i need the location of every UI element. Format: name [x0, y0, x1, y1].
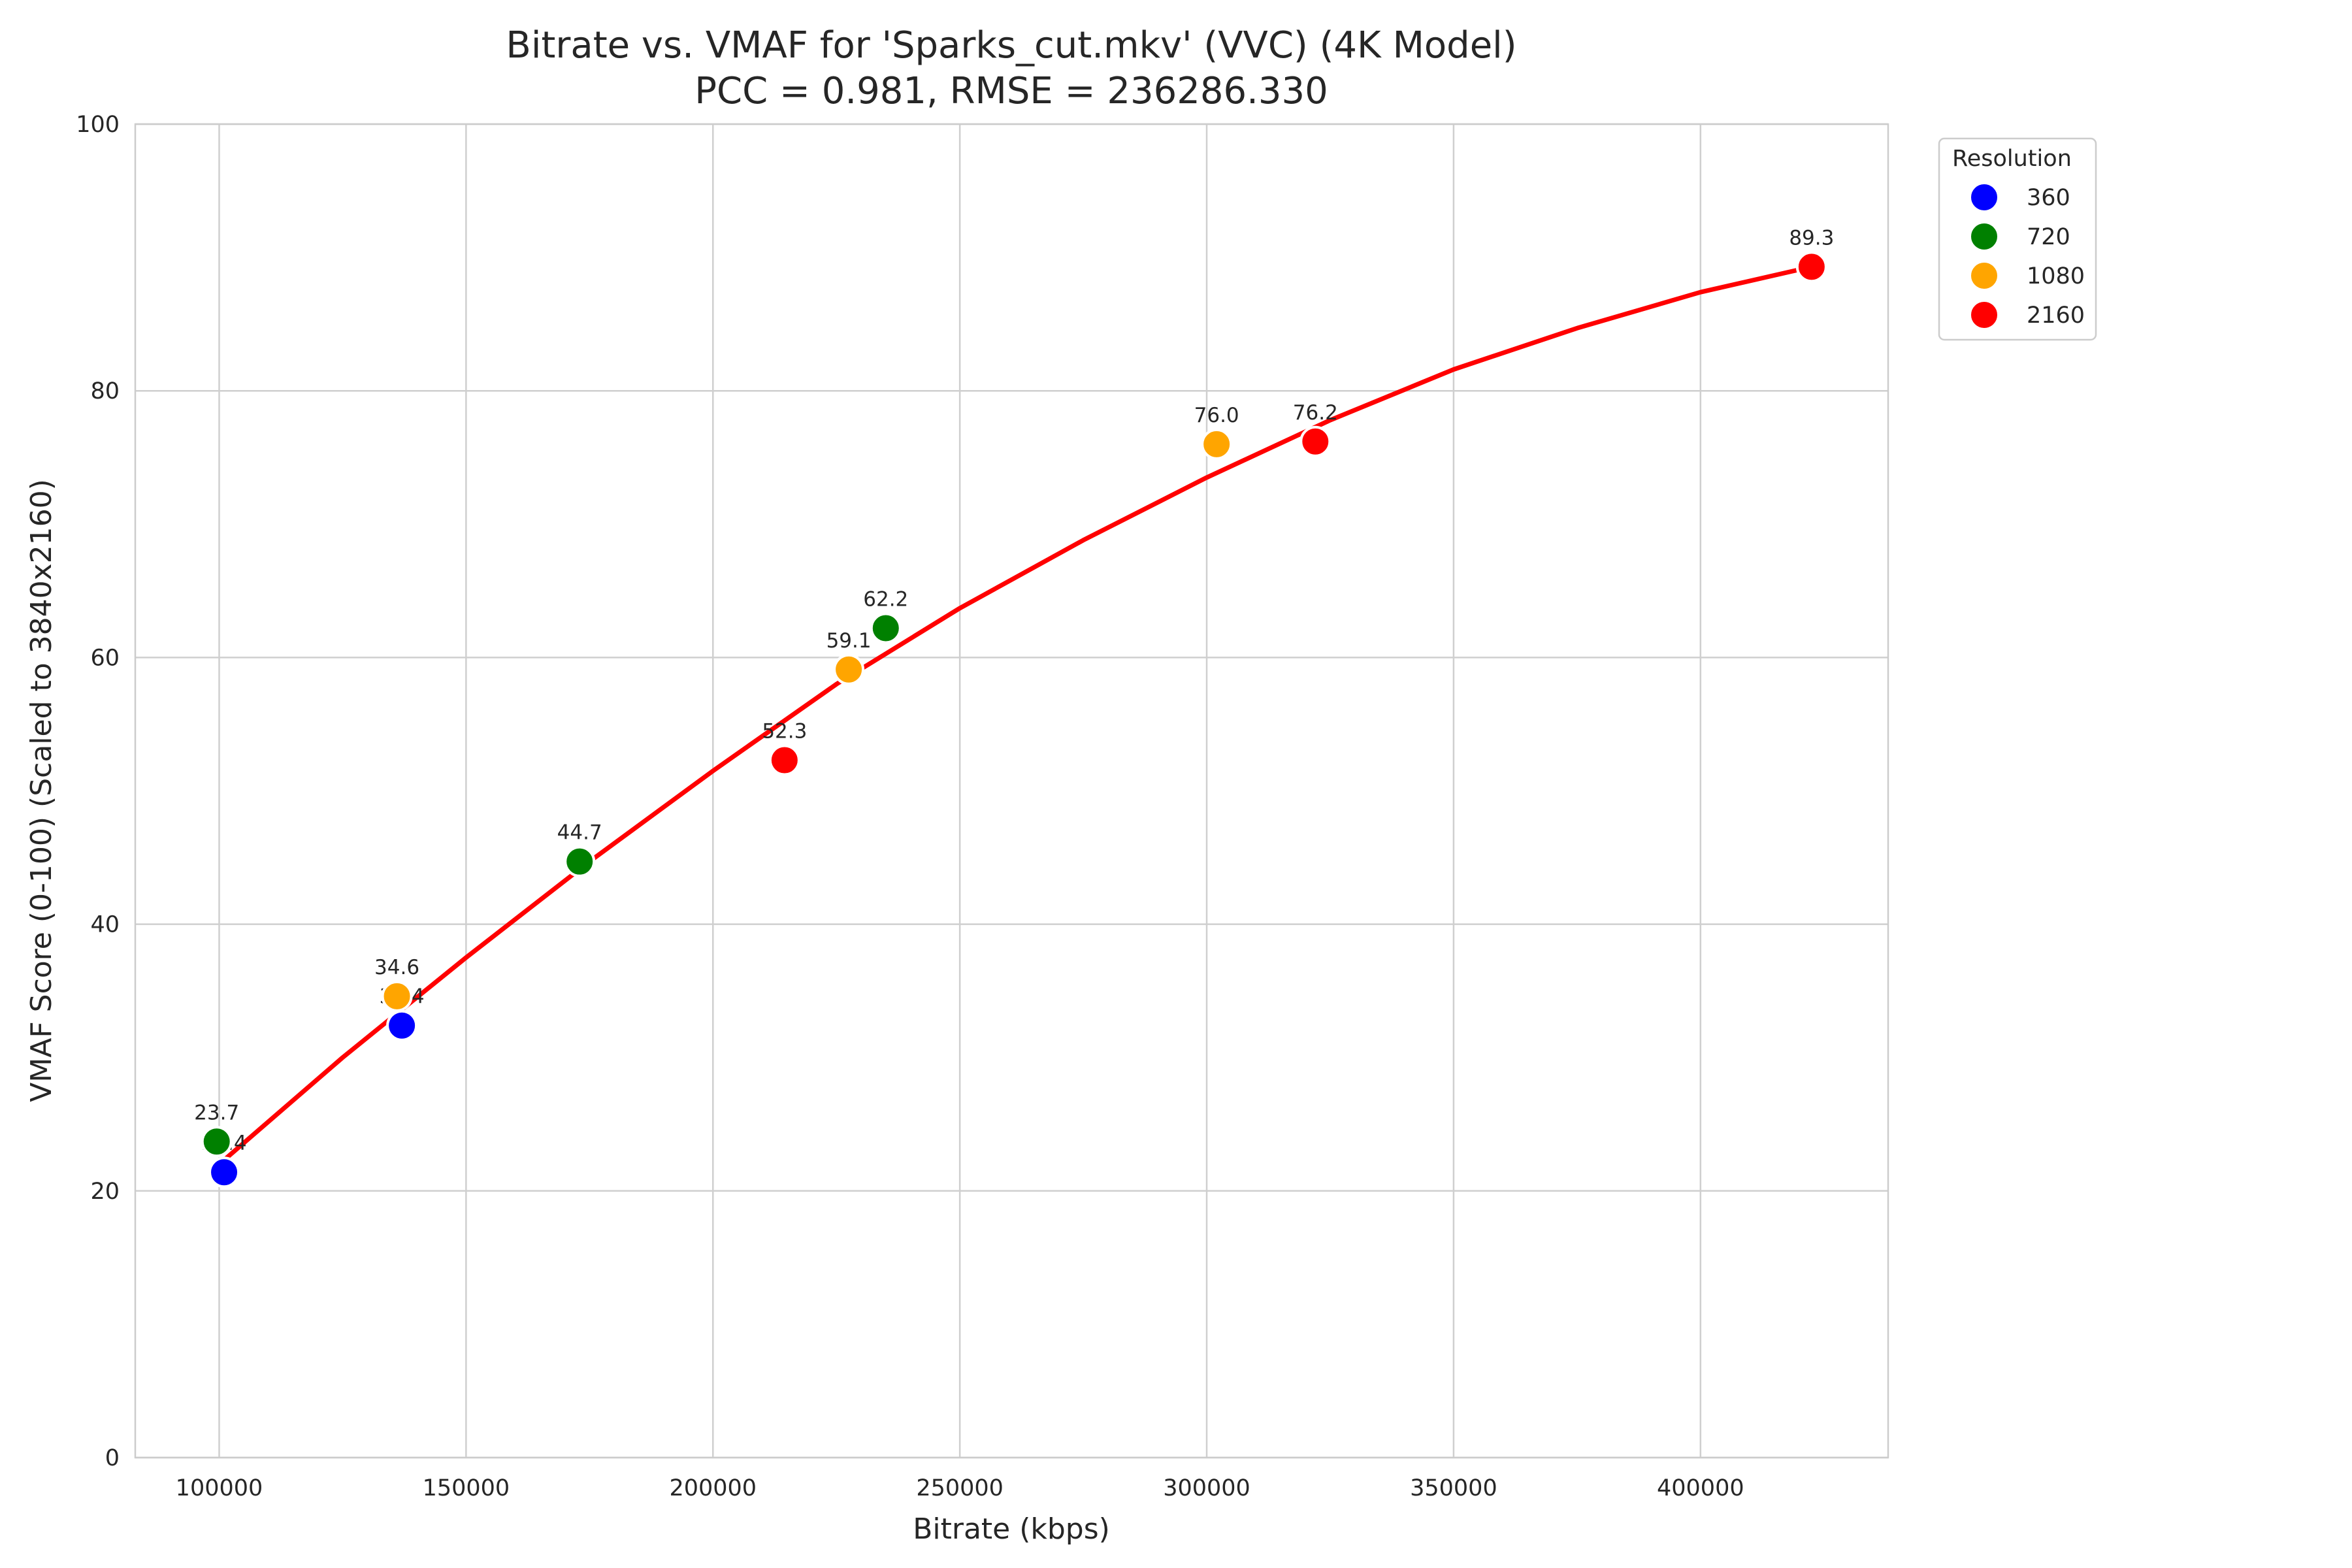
y-tick-label: 40 — [90, 912, 120, 938]
point-1080 — [1201, 428, 1233, 460]
x-tick-label: 100000 — [176, 1475, 263, 1501]
legend-marker-2160 — [1968, 299, 2000, 331]
legend-title: Resolution — [1952, 146, 2072, 172]
chart-title: Bitrate vs. VMAF for 'Sparks_cut.mkv' (V… — [506, 24, 1516, 67]
legend-label-2160: 2160 — [2027, 302, 2085, 329]
point-label-720: 44.7 — [557, 821, 602, 845]
point-1080 — [833, 653, 865, 685]
legend-label-1080: 1080 — [2027, 263, 2085, 289]
fit-curve — [217, 264, 1814, 1167]
data-points: 21.432.423.744.762.234.659.176.052.376.2… — [194, 226, 1834, 1188]
point-label-2160: 89.3 — [1789, 226, 1834, 250]
plot-area — [134, 123, 1889, 1459]
x-tick-label: 250000 — [916, 1475, 1004, 1501]
legend-label-360: 360 — [2027, 185, 2070, 211]
point-720 — [564, 845, 596, 877]
point-360 — [386, 1009, 418, 1041]
point-1080 — [381, 980, 413, 1012]
legend-marker-1080 — [1968, 260, 2000, 291]
legend-marker-720 — [1968, 221, 2000, 252]
y-tick-label: 60 — [90, 645, 120, 671]
y-tick-label: 0 — [105, 1445, 120, 1471]
x-tick-label: 400000 — [1657, 1475, 1744, 1501]
x-tick-label: 300000 — [1163, 1475, 1250, 1501]
y-axis-label: VMAF Score (0-100) (Scaled to 3840x2160) — [25, 479, 58, 1102]
x-tick-label: 350000 — [1410, 1475, 1497, 1501]
point-360 — [208, 1156, 240, 1188]
x-tick-label: 150000 — [423, 1475, 510, 1501]
x-axis-label: Bitrate (kbps) — [913, 1512, 1110, 1546]
point-label-1080: 76.0 — [1194, 404, 1239, 427]
point-2160 — [768, 744, 800, 776]
point-720 — [870, 612, 902, 644]
point-label-1080: 59.1 — [826, 629, 872, 653]
y-tick-label: 80 — [90, 378, 120, 404]
point-2160 — [1299, 425, 1331, 457]
y-tick-label: 20 — [90, 1179, 120, 1205]
y-tick-labels: 0 20 40 60 80 100 — [76, 112, 120, 1471]
grid-lines — [135, 123, 1888, 1459]
x-tick-labels: 100000 150000 200000 250000 300000 350000 4000… — [176, 1475, 1744, 1501]
point-label-720: 23.7 — [194, 1101, 239, 1124]
point-label-720: 62.2 — [863, 587, 908, 611]
point-720 — [201, 1126, 233, 1158]
legend-marker-360 — [1968, 182, 2000, 213]
point-label-2160: 76.2 — [1293, 401, 1338, 425]
point-label-1080: 34.6 — [374, 956, 419, 979]
chart-subtitle: PCC = 0.981, RMSE = 236286.330 — [694, 70, 1328, 112]
y-tick-label: 100 — [76, 112, 120, 138]
x-tick-label: 200000 — [669, 1475, 757, 1501]
point-label-2160: 52.3 — [762, 720, 807, 743]
legend-label-720: 720 — [2027, 224, 2070, 250]
legend: Resolution 360 720 1080 2160 — [1938, 137, 2097, 341]
point-2160 — [1795, 251, 1827, 283]
